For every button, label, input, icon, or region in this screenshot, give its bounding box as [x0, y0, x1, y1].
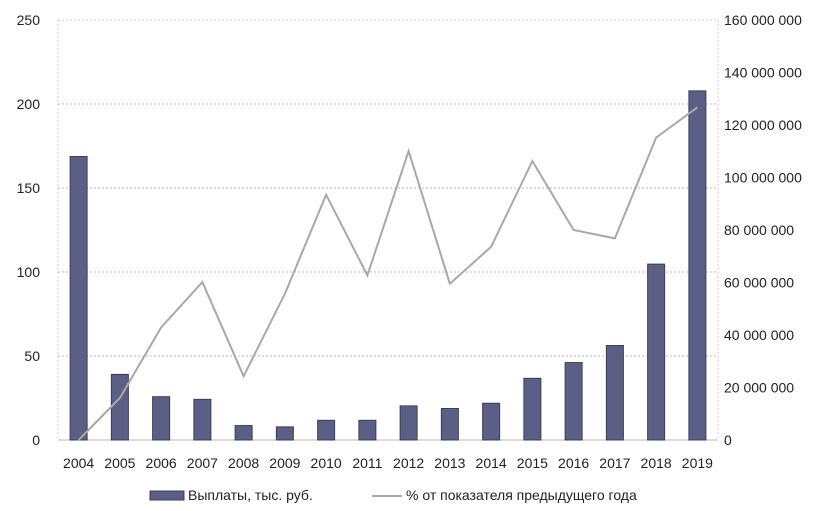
x-tick-label: 2004	[63, 455, 94, 471]
y-left-tick-label: 100	[17, 264, 41, 280]
x-tick-label: 2010	[311, 455, 342, 471]
x-tick-label: 2015	[517, 455, 548, 471]
bar-2006	[152, 396, 171, 441]
y-right-tick-label: 60 000 000	[724, 275, 794, 291]
x-tick-label: 2018	[641, 455, 672, 471]
y-right-tick-label: 100 000 000	[724, 170, 802, 186]
x-tick-label: 2019	[682, 455, 713, 471]
x-tick-label: 2005	[104, 455, 135, 471]
x-tick-label: 2017	[599, 455, 630, 471]
y-axis-left-ticks: 0 50 100 150 200 250	[17, 12, 41, 448]
bar-2013	[440, 408, 459, 441]
y-left-tick-label: 200	[17, 96, 41, 112]
bar-2015	[523, 377, 542, 441]
y-right-tick-label: 0	[724, 432, 732, 448]
x-axis-ticks: 2004 2005 2006 2007 2008 2009 2010 2011 2012 2013…	[63, 455, 713, 471]
y-left-tick-label: 150	[17, 180, 41, 196]
bar-2012	[399, 405, 418, 441]
legend-line-label: % от показателя предыдущего года	[406, 487, 637, 503]
gridlines	[58, 19, 718, 357]
bar-2011	[358, 419, 377, 441]
y-right-tick-label: 160 000 000	[724, 12, 802, 28]
y-right-tick-label: 120 000 000	[724, 117, 802, 133]
x-tick-label: 2016	[558, 455, 589, 471]
y-axis-right-ticks: 0 20 000 000 40 000 000 60 000 000 80 000 00…	[724, 12, 802, 448]
line-series	[77, 106, 698, 441]
y-left-tick-label: 250	[17, 12, 41, 28]
bar-2018	[647, 263, 666, 441]
bar-2014	[482, 402, 501, 441]
x-tick-label: 2008	[228, 455, 259, 471]
legend-bar-swatch	[149, 490, 185, 501]
bar-2008	[234, 425, 253, 441]
line-series-path	[77, 106, 698, 441]
x-tick-label: 2009	[269, 455, 300, 471]
x-tick-label: 2006	[146, 455, 177, 471]
bar-2017	[605, 345, 624, 441]
x-tick-label: 2011	[352, 455, 382, 471]
x-tick-label: 2014	[476, 455, 507, 471]
y-right-tick-label: 140 000 000	[724, 65, 802, 81]
legend: Выплаты, тыс. руб. % от показателя преды…	[149, 487, 637, 503]
bar-2019	[688, 90, 707, 441]
bar-2016	[564, 362, 583, 441]
bar-2010	[317, 419, 336, 441]
x-tick-label: 2013	[434, 455, 465, 471]
bar-2004	[69, 156, 88, 441]
bar-2007	[193, 398, 212, 441]
x-tick-label: 2007	[187, 455, 218, 471]
y-right-tick-label: 40 000 000	[724, 327, 794, 343]
bar-series	[69, 90, 707, 441]
legend-bar-label: Выплаты, тыс. руб.	[188, 487, 313, 503]
y-right-tick-label: 20 000 000	[724, 380, 794, 396]
x-tick-label: 2012	[393, 455, 424, 471]
bar-2009	[275, 426, 294, 441]
y-left-tick-label: 0	[32, 432, 40, 448]
y-left-tick-label: 50	[24, 348, 40, 364]
y-right-tick-label: 80 000 000	[724, 222, 794, 238]
bar-2005	[110, 373, 129, 441]
